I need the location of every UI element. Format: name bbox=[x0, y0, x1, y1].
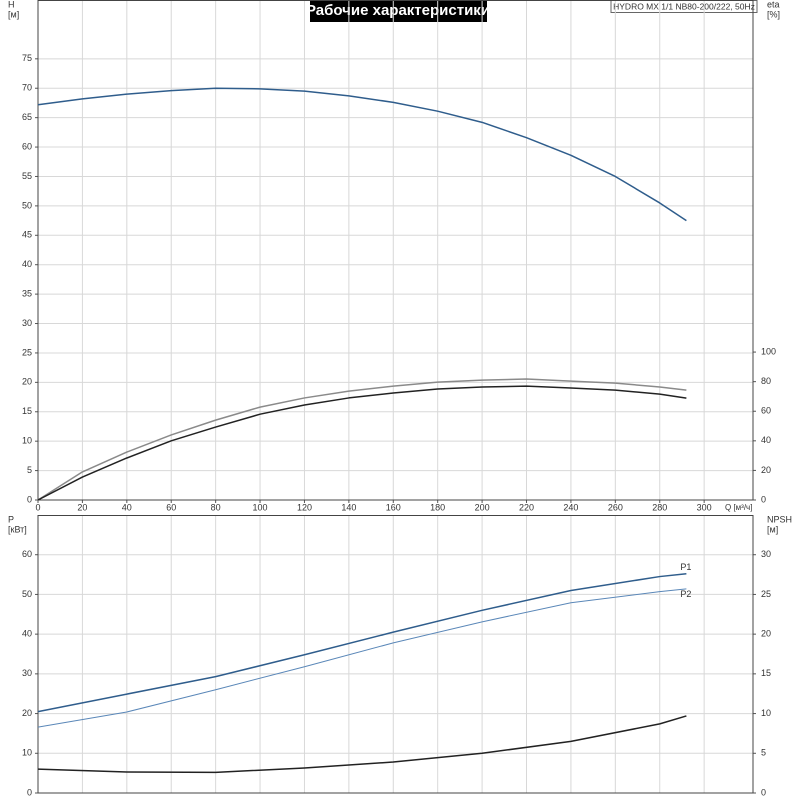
y-tick-label: 30 bbox=[22, 668, 32, 678]
y-tick-label: 20 bbox=[22, 377, 32, 387]
x-axis-label: Q [м³/ч] bbox=[725, 503, 752, 512]
plot-frame bbox=[37, 0, 754, 501]
y2-tick-label: 80 bbox=[761, 376, 771, 386]
y-tick-label: 20 bbox=[22, 708, 32, 718]
y-tick-label: 45 bbox=[22, 230, 32, 240]
y-tick-label: 75 bbox=[22, 53, 32, 63]
y-tick-label: 60 bbox=[22, 549, 32, 559]
x-tick-label: 280 bbox=[652, 502, 667, 512]
y2-tick-label: 60 bbox=[761, 406, 771, 416]
curve-label: P1 bbox=[680, 562, 691, 572]
y2-tick-label: 20 bbox=[761, 629, 771, 639]
y2-tick-label: 15 bbox=[761, 668, 771, 678]
curve bbox=[37, 588, 687, 728]
curve-label: P2 bbox=[680, 589, 691, 599]
x-tick-label: 180 bbox=[430, 502, 445, 512]
y-tick-label: 10 bbox=[22, 748, 32, 758]
y-tick-label: 35 bbox=[22, 288, 32, 298]
y2-axis-label: [м] bbox=[767, 524, 778, 534]
x-tick-label: 0 bbox=[35, 502, 40, 512]
x-tick-label: 40 bbox=[122, 502, 132, 512]
y-tick-label: 25 bbox=[22, 347, 32, 357]
curve bbox=[37, 378, 687, 501]
y2-axis-label: NPSH bbox=[767, 514, 792, 524]
x-tick-label: 60 bbox=[166, 502, 176, 512]
y-tick-label: 60 bbox=[22, 141, 32, 151]
x-tick-label: 160 bbox=[386, 502, 401, 512]
y-axis-label: [м] bbox=[8, 9, 19, 19]
y-tick-label: 70 bbox=[22, 83, 32, 93]
y2-tick-label: 0 bbox=[761, 787, 766, 797]
y-tick-label: 30 bbox=[22, 318, 32, 328]
curve bbox=[37, 573, 687, 713]
y-axis-label: H bbox=[8, 0, 15, 9]
y-tick-label: 10 bbox=[22, 436, 32, 446]
x-tick-label: 220 bbox=[519, 502, 534, 512]
y-tick-label: 15 bbox=[22, 406, 32, 416]
y-tick-label: 0 bbox=[27, 494, 32, 504]
curve bbox=[37, 87, 687, 222]
x-tick-label: 20 bbox=[77, 502, 87, 512]
x-tick-label: 300 bbox=[697, 502, 712, 512]
x-tick-label: 200 bbox=[475, 502, 490, 512]
x-tick-label: 140 bbox=[341, 502, 356, 512]
x-tick-label: 100 bbox=[253, 502, 268, 512]
y2-axis-label: eta bbox=[767, 0, 780, 9]
y-axis-label: [кВт] bbox=[8, 524, 27, 534]
x-tick-label: 260 bbox=[608, 502, 623, 512]
x-tick-label: 80 bbox=[211, 502, 221, 512]
y-tick-label: 5 bbox=[27, 465, 32, 475]
y-tick-label: 50 bbox=[22, 200, 32, 210]
y2-tick-label: 20 bbox=[761, 465, 771, 475]
y2-axis-label: [%] bbox=[767, 9, 780, 19]
y2-tick-label: 10 bbox=[761, 708, 771, 718]
y2-tick-label: 5 bbox=[761, 748, 766, 758]
x-tick-label: 240 bbox=[563, 502, 578, 512]
y-tick-label: 65 bbox=[22, 112, 32, 122]
y2-tick-label: 25 bbox=[761, 589, 771, 599]
chart-title: Рабочие характеристики bbox=[306, 2, 490, 19]
y2-tick-label: 30 bbox=[761, 549, 771, 559]
y-tick-label: 40 bbox=[22, 259, 32, 269]
curve bbox=[37, 385, 687, 501]
y2-tick-label: 40 bbox=[761, 435, 771, 445]
plot-frame bbox=[37, 515, 754, 794]
y-axis-label: P bbox=[8, 514, 14, 524]
x-tick-label: 120 bbox=[297, 502, 312, 512]
subtitle: HYDRO MX 1/1 NB80-200/222, 50Hz bbox=[613, 1, 755, 11]
y-tick-label: 40 bbox=[22, 629, 32, 639]
y-tick-label: 55 bbox=[22, 171, 32, 181]
curve bbox=[37, 715, 687, 774]
title-box bbox=[310, 0, 487, 22]
y-tick-label: 50 bbox=[22, 589, 32, 599]
y-tick-label: 0 bbox=[27, 787, 32, 797]
y2-tick-label: 0 bbox=[761, 494, 766, 504]
y2-tick-label: 100 bbox=[761, 346, 776, 356]
